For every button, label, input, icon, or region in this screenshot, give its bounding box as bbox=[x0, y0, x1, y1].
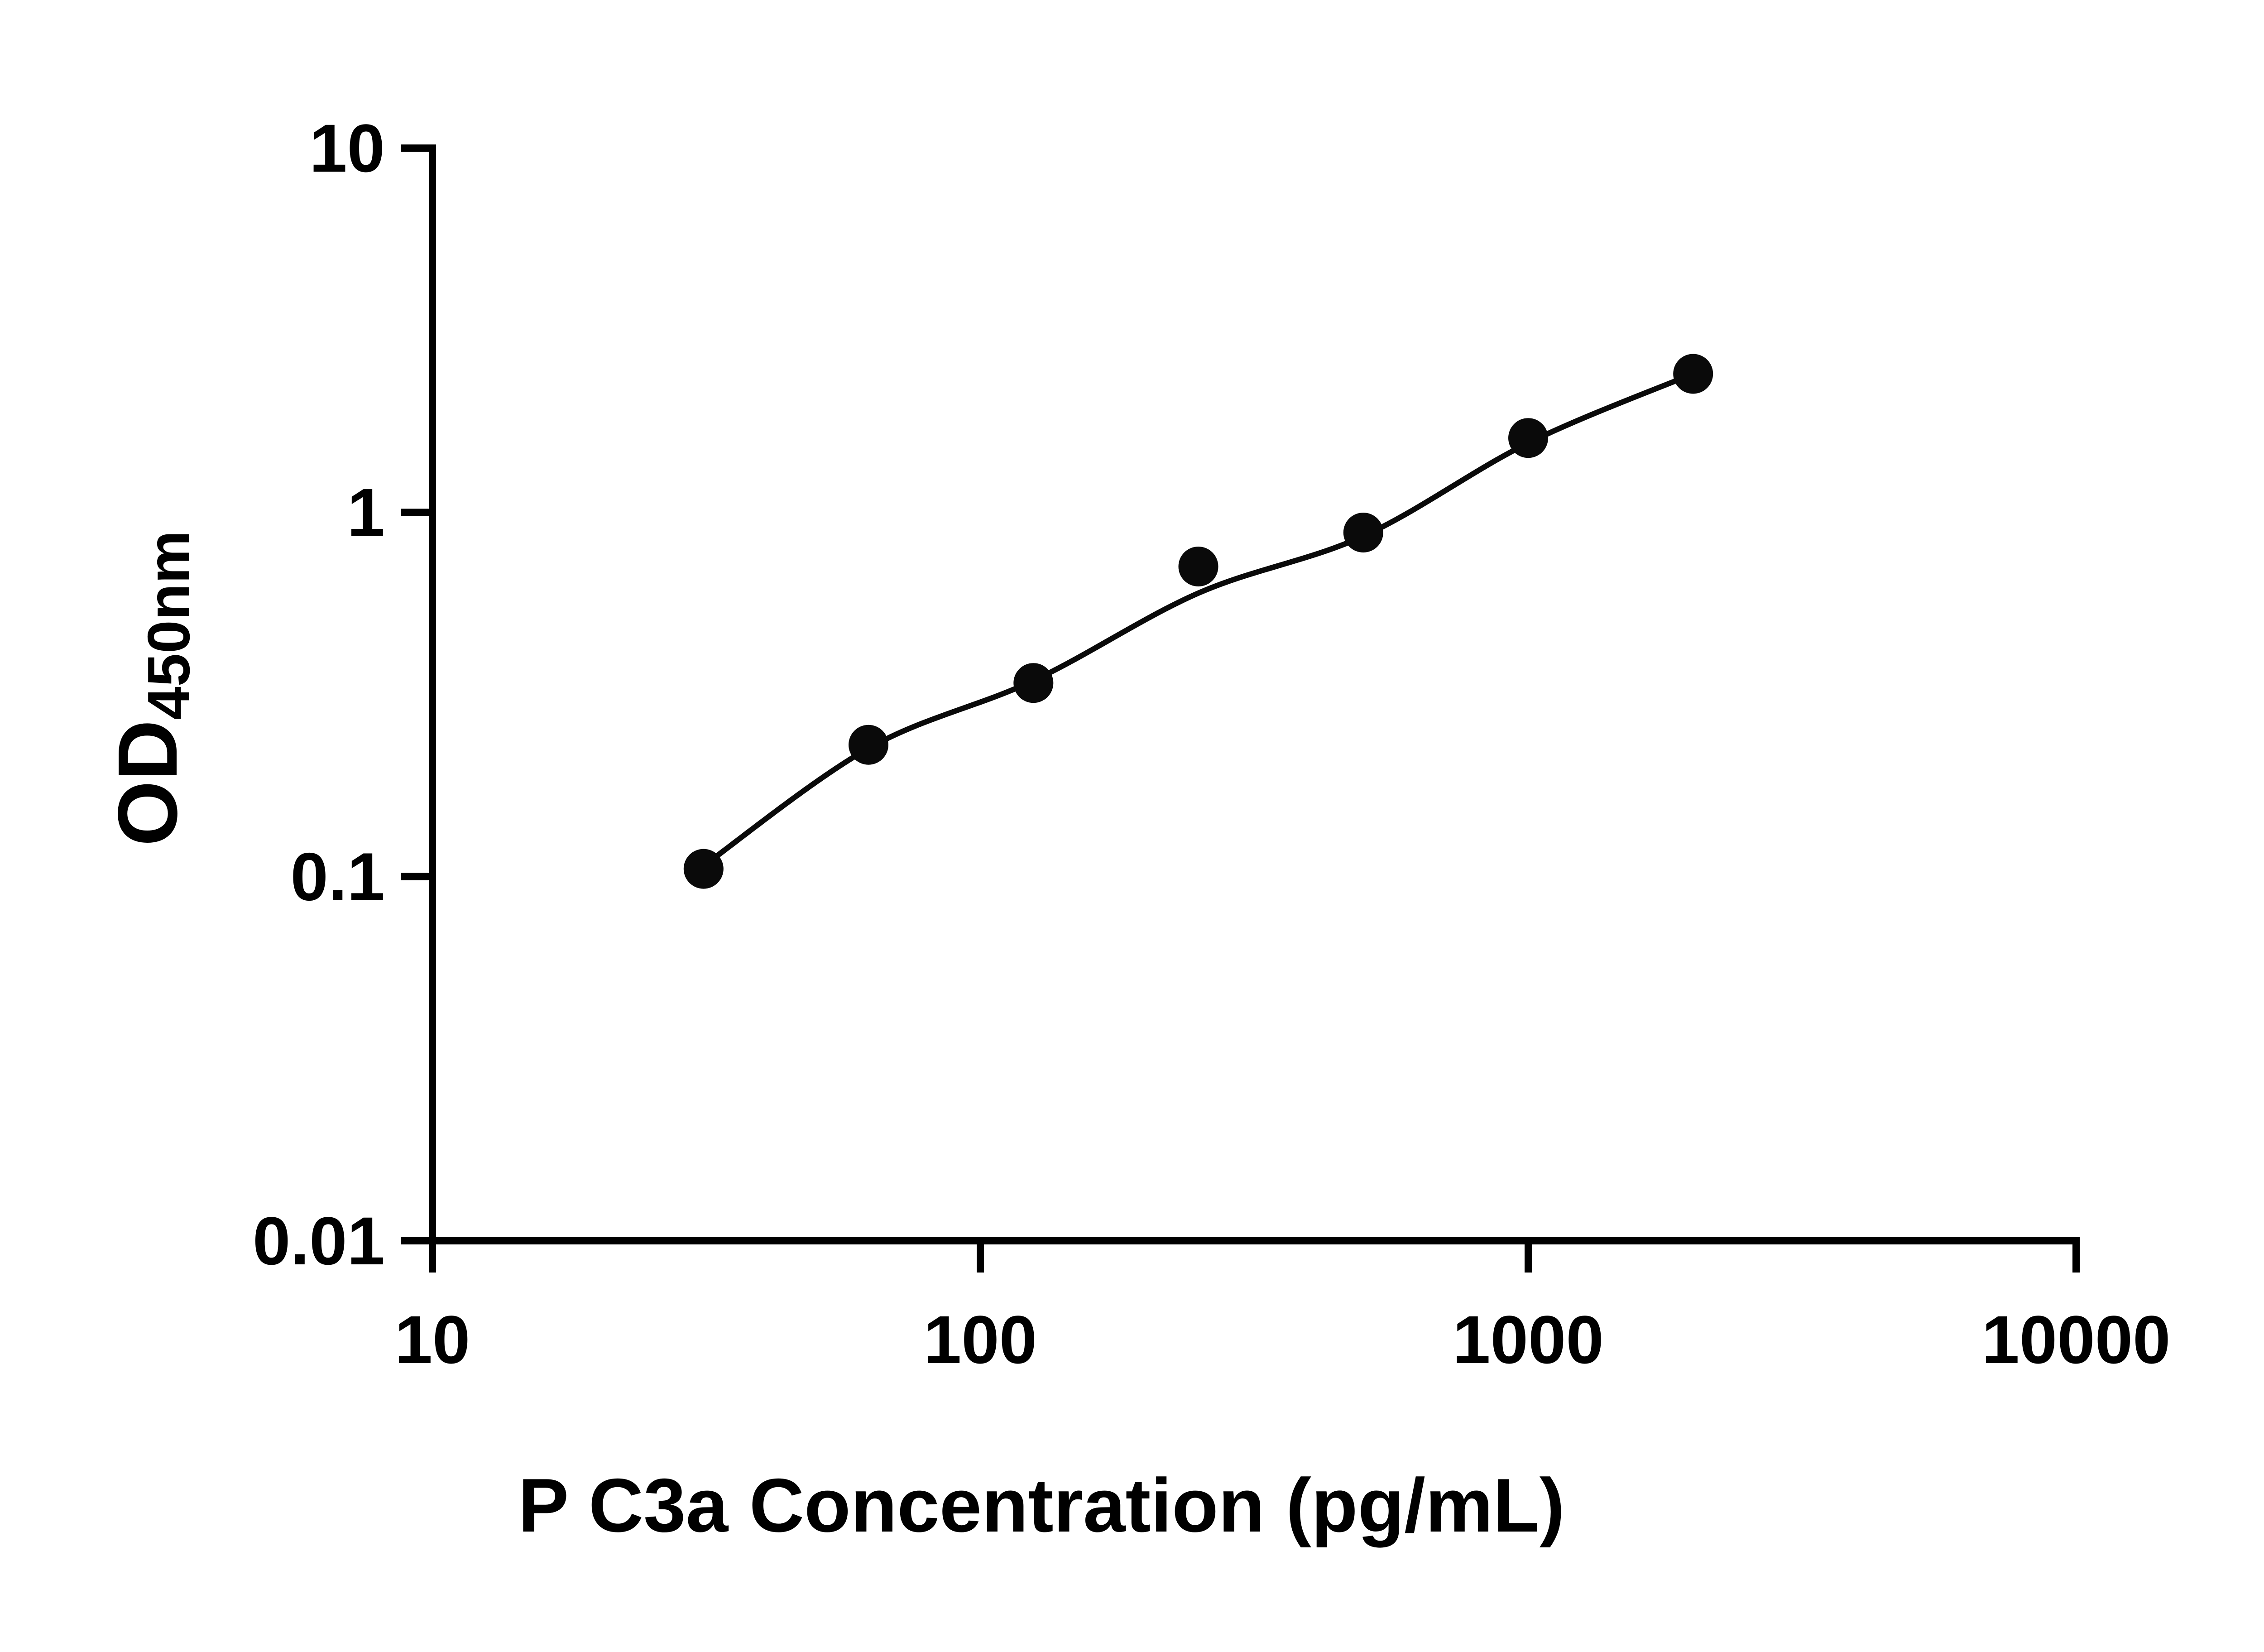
data-point-marker bbox=[1343, 513, 1383, 552]
x-tick-label: 1000 bbox=[1453, 1301, 1604, 1378]
data-point-marker bbox=[1013, 663, 1054, 703]
x-tick-label: 10000 bbox=[1981, 1301, 2170, 1378]
x-axis-title: P C3a Concentration (pg/mL) bbox=[518, 1463, 1565, 1548]
x-tick-label: 100 bbox=[924, 1301, 1037, 1378]
y-tick-label: 0.01 bbox=[253, 1203, 385, 1279]
y-axis-label: OD bbox=[101, 720, 195, 846]
x-tick-label: 10 bbox=[395, 1301, 470, 1378]
data-point-marker bbox=[1673, 354, 1713, 394]
y-tick-label: 0.1 bbox=[290, 839, 385, 915]
y-axis-title: OD450nm bbox=[96, 235, 202, 1141]
data-point-marker bbox=[1178, 547, 1218, 586]
y-axis-label-subscript: 450nm bbox=[135, 530, 202, 720]
y-tick-label: 1 bbox=[347, 474, 385, 550]
data-point-marker bbox=[849, 725, 888, 765]
y-tick-label: 10 bbox=[309, 110, 385, 186]
data-point-marker bbox=[683, 849, 724, 889]
data-point-marker bbox=[1508, 418, 1548, 458]
